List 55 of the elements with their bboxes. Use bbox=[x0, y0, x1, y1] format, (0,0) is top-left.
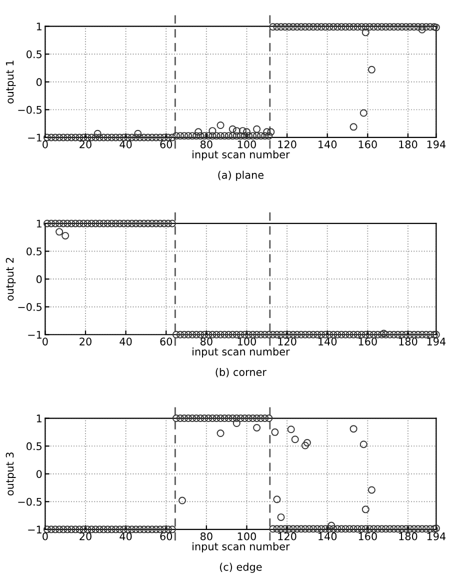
x-tick-label: 60 bbox=[160, 338, 172, 346]
y-tick-label: 1 bbox=[36, 22, 42, 30]
x-axis-title: input scan number bbox=[192, 347, 290, 358]
x-tick-label: 40 bbox=[120, 338, 132, 346]
y-tick-label: 1 bbox=[36, 414, 42, 422]
x-tick-label: 80 bbox=[200, 338, 212, 346]
x-tick-label: 120 bbox=[278, 338, 296, 346]
x-tick-label: 40 bbox=[120, 532, 132, 540]
x-tick-label: 160 bbox=[358, 140, 377, 148]
x-axis-title: input scan number bbox=[192, 150, 290, 160]
x-tick-label: 160 bbox=[358, 532, 377, 540]
x-tick-label: 140 bbox=[318, 532, 337, 540]
x-tick-label: 80 bbox=[200, 532, 212, 540]
y-axis-title: output 3 bbox=[6, 452, 16, 496]
y-tick-label: 0 bbox=[36, 470, 42, 478]
x-tick-label: 194 bbox=[427, 140, 446, 148]
x-tick-label: 0 bbox=[42, 532, 48, 540]
y-tick-label: 0.5 bbox=[26, 50, 42, 58]
x-tick-label: 120 bbox=[278, 532, 296, 540]
x-tick-label: 20 bbox=[80, 338, 92, 346]
y-tick-label: −1 bbox=[28, 526, 42, 534]
x-tick-label: 140 bbox=[318, 338, 337, 346]
x-tick-label: 120 bbox=[278, 140, 296, 148]
x-tick-label: 194 bbox=[427, 338, 446, 346]
x-tick-label: 180 bbox=[399, 140, 418, 148]
y-tick-label: 0 bbox=[36, 78, 42, 86]
x-tick-label: 100 bbox=[238, 338, 256, 346]
x-tick-label: 180 bbox=[399, 338, 418, 346]
y-tick-label: 0.5 bbox=[26, 247, 42, 256]
x-tick-label: 194 bbox=[427, 532, 446, 540]
x-tick-label: 60 bbox=[160, 140, 172, 148]
y-tick-label: −1 bbox=[28, 330, 42, 339]
y-tick-label: −0.5 bbox=[18, 303, 42, 311]
y-axis-title: output 2 bbox=[6, 258, 16, 301]
y-axis-title: output 1 bbox=[6, 60, 16, 104]
x-tick-label: 80 bbox=[200, 140, 212, 148]
x-tick-label: 40 bbox=[120, 140, 132, 148]
x-axis-title: input scan number bbox=[192, 542, 290, 552]
y-tick-label: −0.5 bbox=[18, 498, 42, 506]
y-tick-label: 1 bbox=[36, 220, 42, 228]
text: (b) corner bbox=[216, 368, 266, 378]
y-tick-label: −1 bbox=[28, 134, 42, 142]
y-tick-label: 0 bbox=[36, 275, 42, 284]
x-tick-label: 60 bbox=[160, 532, 172, 540]
x-tick-label: 160 bbox=[358, 338, 377, 346]
x-tick-label: 0 bbox=[42, 338, 48, 346]
text: (a) plane bbox=[218, 170, 264, 181]
text: (c) edge bbox=[220, 562, 262, 573]
y-tick-label: 0.5 bbox=[26, 442, 42, 450]
x-tick-label: 180 bbox=[399, 532, 418, 540]
x-tick-label: 100 bbox=[238, 532, 256, 540]
x-tick-label: 140 bbox=[318, 140, 337, 148]
y-tick-label: −0.5 bbox=[18, 106, 42, 114]
x-tick-label: 0 bbox=[42, 140, 48, 148]
x-tick-label: 100 bbox=[238, 140, 256, 148]
